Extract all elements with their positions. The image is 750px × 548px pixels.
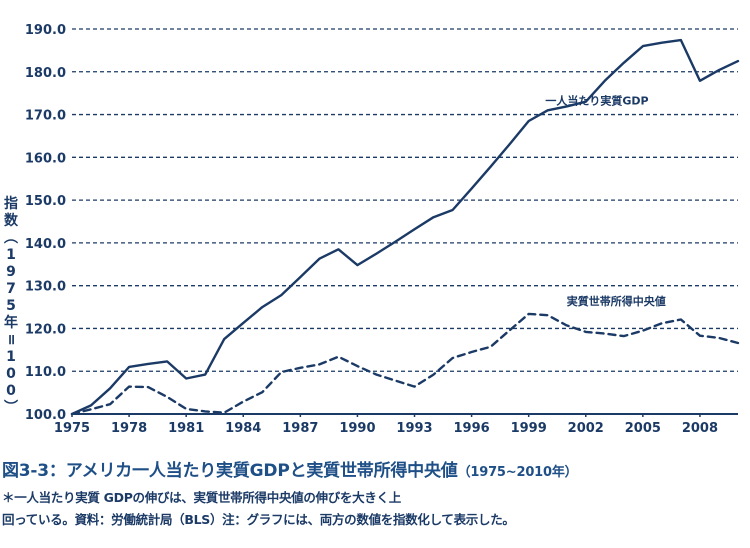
y-axis-label-char: ︵ bbox=[4, 230, 18, 246]
axes bbox=[71, 413, 738, 417]
y-tick-label: 130.0 bbox=[25, 280, 66, 295]
y-tick-label: 160.0 bbox=[25, 151, 66, 166]
y-tick-label: 150.0 bbox=[25, 194, 66, 209]
x-tick-label: 1984 bbox=[225, 421, 261, 436]
caption-title: 図3-3：アメリカ一人当たり実質GDPと実質世帯所得中央値（1975~2010年… bbox=[2, 456, 748, 481]
y-tick-label: 170.0 bbox=[25, 109, 66, 124]
y-axis-label-char: 指 bbox=[4, 196, 18, 212]
y-axis-label-char: ॥ bbox=[6, 332, 16, 348]
x-tick-label: 2005 bbox=[625, 421, 661, 436]
y-tick-label: 140.0 bbox=[25, 237, 66, 252]
y-axis-label-char: 0 bbox=[6, 366, 16, 382]
x-tick-label: 1978 bbox=[111, 421, 147, 436]
y-axis-label-char: 0 bbox=[6, 383, 16, 399]
series-line-gdp-per-capita bbox=[70, 38, 740, 416]
x-tick-label: 1993 bbox=[396, 421, 432, 436]
y-axis-label-char: ︶ bbox=[4, 400, 18, 416]
x-tick-label: 1996 bbox=[454, 421, 490, 436]
x-tick-label: 2008 bbox=[682, 421, 718, 436]
y-axis-label-char: 5 bbox=[6, 298, 16, 314]
y-axis-label-char: 7 bbox=[6, 281, 16, 297]
caption-note-line-2: 回っている。資料：労働統計局（BLS）注：グラフには、両方の数値を指数化して表示… bbox=[2, 512, 515, 527]
caption-note-line-1: ＊一人当たり実質 GDPの伸びは、実質世帯所得中央値の伸びを大きく上 bbox=[2, 490, 401, 505]
y-axis-label-char: 1 bbox=[6, 247, 16, 263]
series-line-median-household-income bbox=[70, 312, 740, 416]
caption-note: ＊一人当たり実質 GDPの伸びは、実質世帯所得中央値の伸びを大きく上 回っている… bbox=[2, 487, 748, 531]
caption-title-text: 図3-3：アメリカ一人当たり実質GDPと実質世帯所得中央値 bbox=[2, 461, 458, 481]
x-tick-label: 2002 bbox=[568, 421, 604, 436]
figure-caption: 図3-3：アメリカ一人当たり実質GDPと実質世帯所得中央値（1975~2010年… bbox=[2, 456, 748, 531]
y-axis-label-char: 9 bbox=[6, 264, 16, 280]
y-tick-label: 110.0 bbox=[25, 365, 66, 380]
x-tick-label: 1975 bbox=[54, 421, 90, 436]
tick-labels: 100.0 110.0 120.0 130.0 140.0 150.0 160.0 170.0… bbox=[25, 23, 718, 436]
series-labels: 一人当たり実質GDP 実質世帯所得中央値 bbox=[545, 93, 666, 308]
line-chart: 100.0 110.0 120.0 130.0 140.0 150.0 160.0 170.0… bbox=[25, 23, 740, 436]
y-tick-label: 100.0 bbox=[25, 408, 66, 423]
x-tick-label: 1981 bbox=[168, 421, 204, 436]
series-label-gdp-per-capita: 一人当たり実質GDP bbox=[545, 93, 648, 107]
caption-period: （1975~2010年） bbox=[457, 465, 578, 480]
y-axis-label: 指数 ︵ 1 9 7 5 年 ॥ 1 0 0 ︶ bbox=[3, 196, 19, 417]
y-axis-label-char: 1 bbox=[6, 349, 16, 365]
x-tick-label: 1990 bbox=[339, 421, 375, 436]
y-axis-label-char: 数 bbox=[4, 213, 18, 229]
x-tick-label: 1987 bbox=[282, 421, 318, 436]
y-tick-label: 180.0 bbox=[25, 66, 66, 81]
series-label-median-household-income: 実質世帯所得中央値 bbox=[567, 294, 666, 308]
series-lines bbox=[70, 38, 740, 416]
x-tick-label: 1999 bbox=[511, 421, 547, 436]
gridlines bbox=[72, 28, 738, 372]
y-tick-label: 120.0 bbox=[25, 322, 66, 337]
y-tick-label: 190.0 bbox=[25, 23, 66, 38]
y-axis-label-char: 年 bbox=[4, 315, 18, 331]
